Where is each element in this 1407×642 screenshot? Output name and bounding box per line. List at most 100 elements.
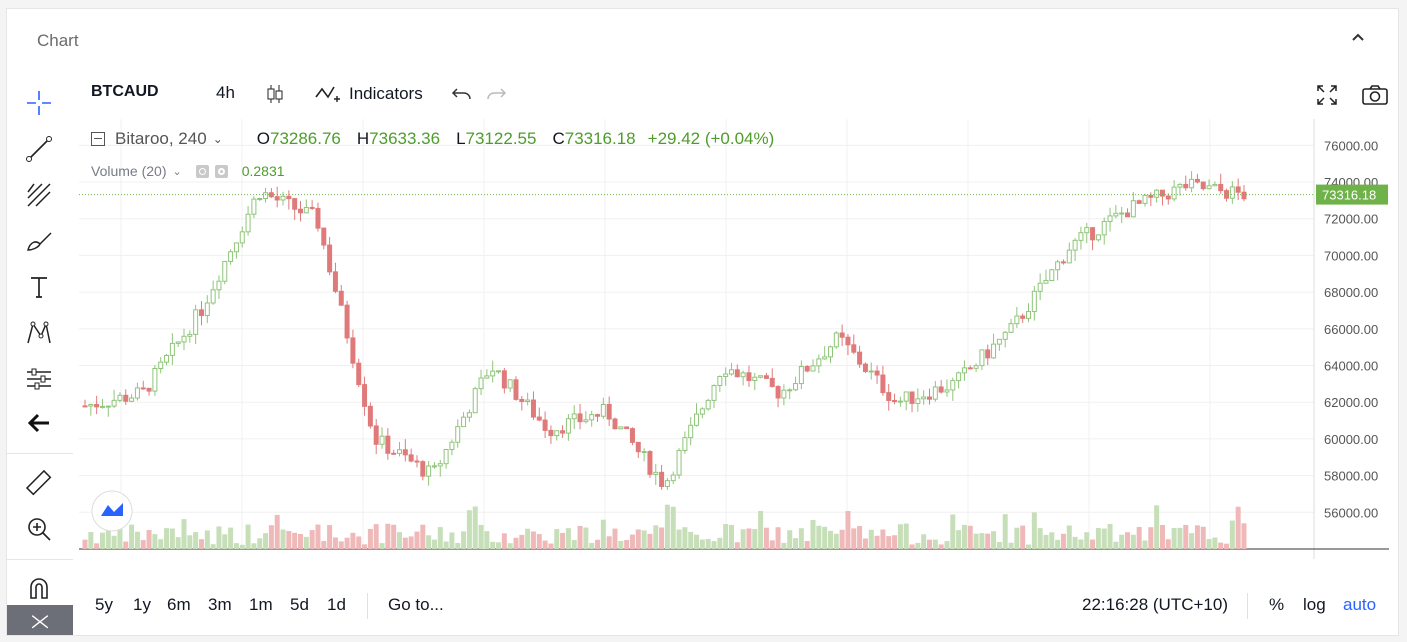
collapse-legend-icon[interactable] [91,132,105,146]
candle-body [793,383,799,391]
candle-body [1037,282,1043,292]
candle-body [193,309,199,335]
candle-body [822,356,828,360]
candle-body [88,403,94,407]
volume-bar [257,538,263,549]
volume-bar [915,542,921,549]
candle-body [379,435,385,445]
fullscreen-icon[interactable] [1315,83,1339,107]
candle-body [222,260,228,282]
volume-bar [140,540,146,549]
candle-body [94,403,100,408]
volume-bar [897,524,903,549]
volume-bar [676,529,682,549]
volume-bar [111,535,117,549]
candle-body [676,450,682,476]
volume-bar [391,524,397,549]
candle-body [705,399,711,410]
percent-scale-button[interactable]: % [1269,595,1285,614]
auto-scale-button[interactable]: auto [1343,595,1377,614]
indicators-button[interactable]: Indicators [315,83,423,105]
volume-bar [583,527,589,549]
volume-bar [688,531,694,549]
chevron-down-icon[interactable]: ⌄ [212,132,223,146]
undo-icon[interactable] [451,83,473,105]
volume-bar [653,525,659,549]
magnet-icon[interactable] [21,571,57,607]
volume-bar [571,539,577,549]
brush-icon[interactable] [21,223,57,259]
volume-bar [1229,520,1235,549]
candle-body [862,363,868,372]
crosshair-icon[interactable] [21,85,57,121]
candle-body [397,449,403,454]
candlestick-chart[interactable]: 76000.0074000.0072000.0070000.0068000.00… [79,119,1389,575]
redo-icon[interactable] [485,83,507,105]
volume-bar [554,529,560,549]
volume-bar [362,544,368,549]
candle-body [752,376,758,382]
interval-button[interactable]: 4h [216,83,235,102]
candle-body [647,451,653,475]
price-tick-label: 68000.00 [1324,285,1378,300]
settings-gear-icon[interactable] [214,164,228,178]
price-chart[interactable]: 76000.00 74000.00 72000.00 70000.00 68000.00… [79,119,1389,575]
volume-bar [251,543,257,549]
range-button-1y[interactable]: 1y [133,595,151,614]
fib-tool-icon[interactable] [21,177,57,213]
range-button-3m[interactable]: 3m [208,595,232,614]
volume-bar [1218,542,1224,549]
candle-body [297,208,303,214]
volume-bar [146,530,152,549]
volume-bar [1066,525,1072,549]
range-button-5y[interactable]: 5y [95,595,113,614]
candle-body [164,354,170,363]
candles-style-icon[interactable] [265,83,285,105]
candle-body [210,289,216,304]
candle-body [1177,183,1183,188]
chevron-down-icon[interactable]: ⌄ [172,165,182,178]
ruler-icon[interactable] [21,465,57,501]
candle-body [682,437,688,452]
pattern-tool-icon[interactable] [21,315,57,351]
symbol-search-button[interactable]: BTCAUD [91,83,159,100]
volume-bar [967,525,973,549]
candle-body [472,388,478,414]
price-tick-label: 60000.00 [1324,432,1378,447]
collapse-chevron-icon[interactable] [1348,27,1368,47]
price-tick-label: 76000.00 [1324,138,1378,153]
range-button-6m[interactable]: 6m [167,595,191,614]
candle-body [402,449,408,456]
trend-line-icon[interactable] [21,131,57,167]
volume-bar [1113,541,1119,549]
candle-body [1008,323,1014,333]
volume-bar [1090,539,1096,549]
hide-drawings-icon[interactable] [7,605,73,635]
back-arrow-icon[interactable] [21,405,57,441]
volume-bar [950,514,956,549]
go-to-date-button[interactable]: Go to... [388,595,444,614]
candle-body [1148,194,1154,198]
clock-timezone[interactable]: 22:16:28 (UTC+10) [1082,595,1228,614]
volume-label[interactable]: Volume (20) [91,163,167,179]
candle-body [362,384,368,407]
price-tick-label: 58000.00 [1324,469,1378,484]
price-tick-label: 66000.00 [1324,322,1378,337]
range-button-5d[interactable]: 5d [290,595,309,614]
candle-body [827,346,833,358]
candle-body [688,424,694,439]
log-scale-button[interactable]: log [1303,595,1326,614]
range-button-1d[interactable]: 1d [327,595,346,614]
candle-body [909,391,915,404]
zoom-in-icon[interactable] [21,511,57,547]
eye-icon[interactable] [195,164,209,178]
volume-bar [280,529,286,549]
range-button-1m[interactable]: 1m [249,595,273,614]
candle-body [105,405,111,408]
candle-body [1002,331,1008,340]
candle-body [1031,290,1037,313]
text-tool-icon[interactable] [21,269,57,305]
prediction-tool-icon[interactable] [21,361,57,397]
screenshot-camera-icon[interactable] [1361,83,1389,107]
legend-source[interactable]: Bitaroo, 240 [115,129,207,148]
